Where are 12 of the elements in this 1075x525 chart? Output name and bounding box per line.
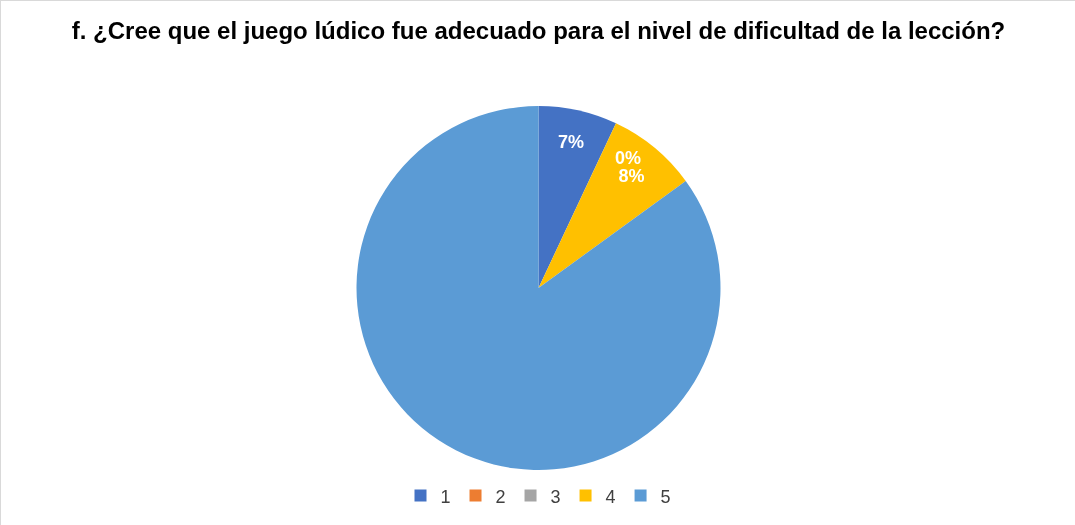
- legend-label: 1: [440, 486, 451, 507]
- chart-title: f. ¿Cree que el juego lúdico fue adecuado para el nivel de dificultad de la lección?: [71, 16, 1006, 44]
- pie-slice: [538, 106, 616, 288]
- legend-label: 4: [605, 486, 616, 507]
- data-label: 8%: [618, 165, 645, 186]
- pie-slice: [538, 123, 686, 288]
- data-label: 7%: [558, 132, 585, 153]
- legend-label: 2: [495, 486, 506, 507]
- text: 0%: [615, 148, 642, 168]
- legend-label: 5: [660, 486, 671, 507]
- pie-slice: [356, 106, 721, 470]
- legend-label: 3: [550, 486, 561, 507]
